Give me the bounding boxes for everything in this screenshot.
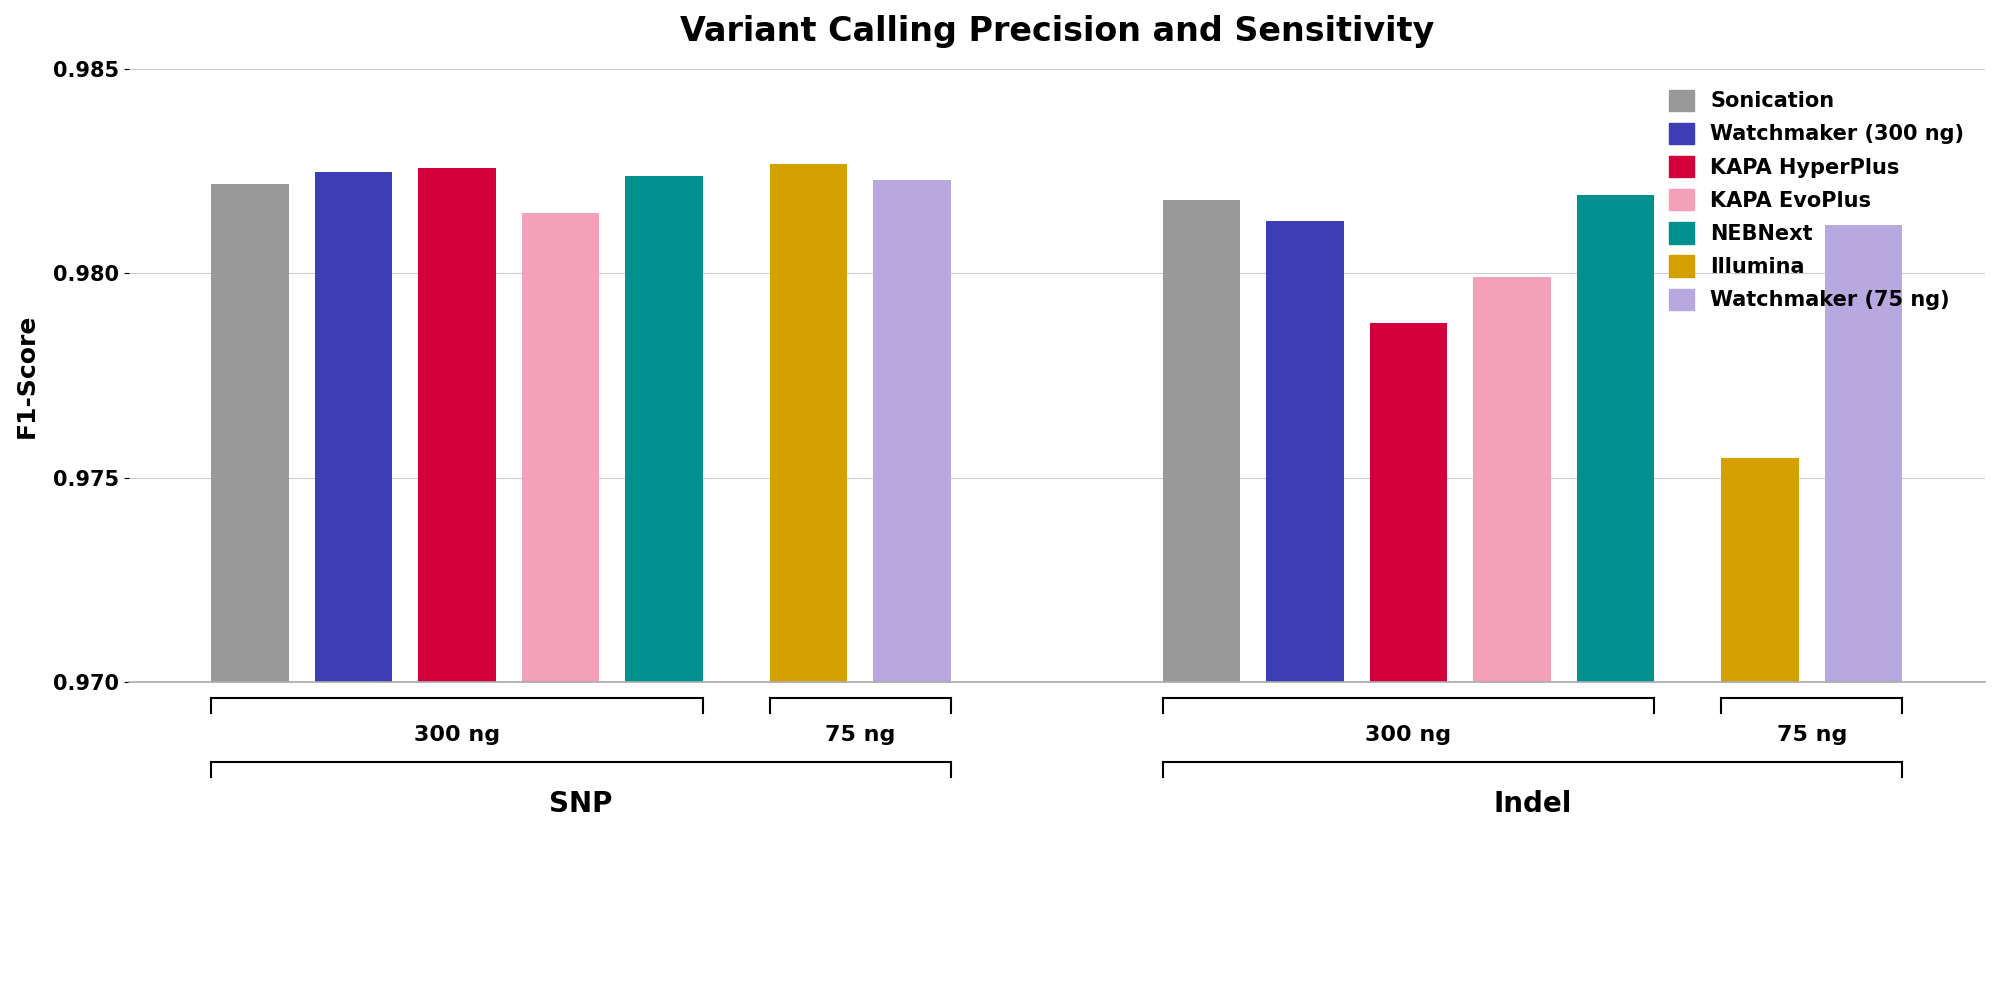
Text: 75 ng: 75 ng [826,725,896,745]
Bar [314,172,392,682]
Bar [1576,195,1654,682]
Bar [770,164,848,682]
Text: 300 ng: 300 ng [1366,725,1452,745]
Bar [418,168,496,682]
Bar [1370,323,1448,682]
Bar [1474,277,1550,682]
Bar [1722,458,1798,682]
Title: Variant Calling Precision and Sensitivity: Variant Calling Precision and Sensitivit… [680,15,1434,48]
Text: Indel: Indel [1494,790,1572,818]
Bar [1824,225,1902,682]
Bar [522,213,600,682]
Bar [626,176,702,682]
Text: SNP: SNP [550,790,612,818]
Bar [212,184,290,682]
Text: 300 ng: 300 ng [414,725,500,745]
Y-axis label: F1-Score: F1-Score [16,313,40,438]
Text: 75 ng: 75 ng [1776,725,1846,745]
Bar [1162,200,1240,682]
Legend: Sonication, Watchmaker (300 ng), KAPA HyperPlus, KAPA EvoPlus, NEBNext, Illumina: Sonication, Watchmaker (300 ng), KAPA Hy… [1658,79,1974,321]
Bar [1266,221,1344,682]
Bar [874,180,950,682]
